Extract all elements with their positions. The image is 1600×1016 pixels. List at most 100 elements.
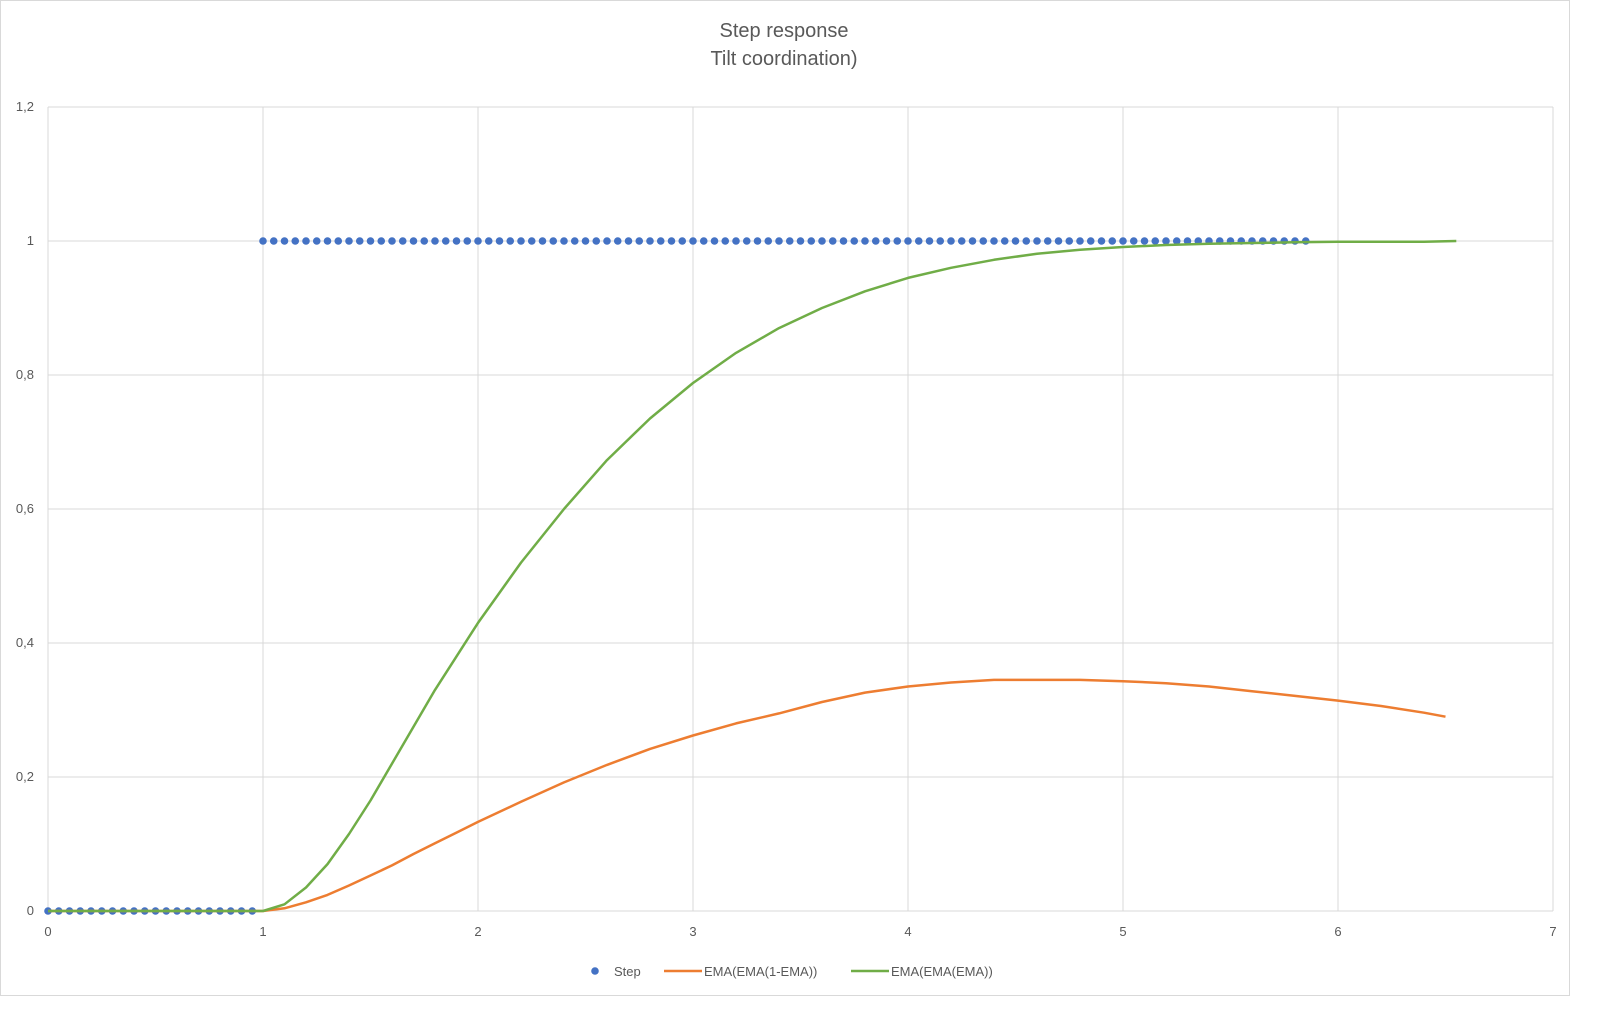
y-tick-label: 0,6 [16, 501, 34, 516]
y-axis-ticks: 0 0,2 0,4 0,6 0,8 1 1,2 [16, 99, 34, 918]
step-marker [796, 237, 805, 245]
step-marker [603, 237, 611, 245]
step-marker [506, 237, 515, 245]
step-marker [925, 237, 934, 245]
legend-label: Step [614, 964, 641, 979]
step-marker [828, 237, 837, 245]
x-tick-label: 3 [689, 924, 696, 939]
y-tick-label: 0,4 [16, 635, 34, 650]
step-marker [1033, 237, 1041, 245]
step-marker [1054, 237, 1063, 245]
step-marker [904, 237, 912, 245]
step-marker [420, 237, 429, 245]
step-marker [1108, 237, 1117, 245]
step-marker [732, 237, 740, 245]
step-marker [839, 237, 848, 245]
step-marker [388, 237, 396, 245]
chart-area [0, 0, 1570, 996]
step-marker [549, 237, 558, 245]
step-marker [850, 237, 859, 245]
step-marker [1119, 237, 1127, 245]
step-marker [334, 237, 343, 245]
step-marker [775, 237, 783, 245]
series-line-ema-ema-ema- [48, 239, 1457, 913]
step-marker [1000, 237, 1009, 245]
step-marker [1086, 237, 1095, 245]
step-marker [667, 237, 676, 245]
step-marker [1043, 237, 1052, 245]
x-tick-label: 5 [1119, 924, 1126, 939]
step-marker [1097, 237, 1106, 245]
step-marker [441, 237, 450, 245]
step-marker [1183, 237, 1192, 245]
step-marker [280, 237, 289, 245]
step-marker [431, 237, 439, 245]
legend-marker-step [591, 967, 599, 975]
step-marker [538, 237, 547, 245]
x-tick-label: 6 [1334, 924, 1341, 939]
step-marker [678, 237, 687, 245]
step-marker [570, 237, 579, 245]
step-marker [377, 237, 386, 245]
step-marker [882, 237, 891, 245]
step-marker [914, 237, 923, 245]
step-marker [990, 237, 998, 245]
step-marker [1291, 237, 1299, 245]
step-marker [474, 237, 482, 245]
step-marker [1065, 237, 1074, 245]
step-marker [312, 237, 321, 245]
step-marker [721, 237, 730, 245]
step-marker [742, 237, 751, 245]
y-tick-label: 1,2 [16, 99, 34, 114]
y-tick-label: 0,2 [16, 769, 34, 784]
step-marker [1172, 237, 1181, 245]
step-marker [818, 237, 826, 245]
step-marker [957, 237, 966, 245]
step-marker [581, 237, 590, 245]
step-marker [689, 237, 697, 245]
chart-title: Step response [719, 20, 849, 42]
grid-lines [47, 106, 1554, 912]
x-axis-ticks: 0 1 2 3 4 5 6 7 [44, 924, 1556, 939]
x-tick-label: 4 [904, 924, 911, 939]
step-marker [656, 237, 665, 245]
legend-label: EMA(EMA(1-EMA)) [704, 964, 817, 979]
step-marker [291, 237, 300, 245]
step-marker [302, 237, 310, 245]
step-marker [613, 237, 622, 245]
step-marker [710, 237, 719, 245]
step-marker [968, 237, 977, 245]
step-marker [259, 237, 267, 245]
legend-label: EMA(EMA(EMA)) [891, 964, 993, 979]
step-marker [785, 237, 794, 245]
step-marker [1129, 237, 1138, 245]
legend: Step EMA(EMA(1-EMA)) EMA(EMA(EMA)) [591, 964, 993, 979]
step-marker [893, 237, 902, 245]
step-marker [1076, 237, 1084, 245]
step-marker [484, 237, 493, 245]
step-marker [764, 237, 773, 245]
step-marker [753, 237, 762, 245]
step-marker [1022, 237, 1031, 245]
x-tick-label: 0 [44, 924, 51, 939]
step-marker [646, 237, 654, 245]
step-marker [936, 237, 945, 245]
step-marker [871, 237, 880, 245]
step-marker [1011, 237, 1020, 245]
step-marker [979, 237, 988, 245]
x-tick-label: 2 [474, 924, 481, 939]
x-tick-label: 1 [259, 924, 266, 939]
y-tick-label: 0,8 [16, 367, 34, 382]
series-line-ema-ema-1-ema- [48, 678, 1446, 913]
step-marker [699, 237, 708, 245]
step-marker [592, 237, 601, 245]
step-marker [463, 237, 472, 245]
y-tick-label: 0 [27, 903, 34, 918]
step-marker [495, 237, 504, 245]
step-marker [1140, 237, 1149, 245]
step-marker [452, 237, 461, 245]
step-marker [861, 237, 869, 245]
step-marker [1162, 237, 1170, 245]
step-marker [323, 237, 332, 245]
